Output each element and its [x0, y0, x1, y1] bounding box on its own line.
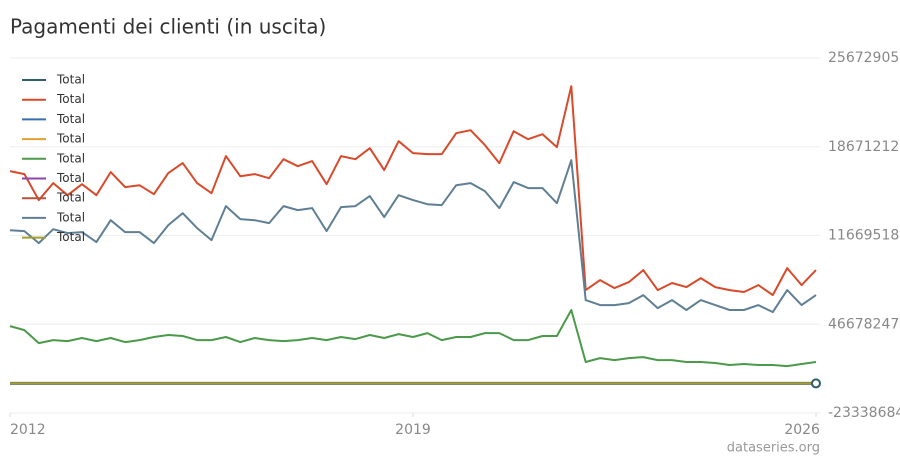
y-tick-label: 256729058	[828, 50, 900, 66]
x-tick-label: 2012	[10, 422, 46, 438]
y-tick-label: 186712121	[828, 139, 900, 155]
x-tick-label: 2026	[784, 422, 820, 438]
legend-label: Total	[56, 132, 85, 146]
legend-label: Total	[56, 171, 85, 185]
legend-label: Total	[56, 73, 85, 87]
x-tick-label: 2019	[395, 422, 431, 438]
y-tick-label: 116695184	[828, 228, 900, 244]
legend-label: Total	[56, 112, 85, 126]
series-line	[9, 159, 817, 314]
series-line	[9, 309, 817, 368]
series-line	[9, 85, 817, 297]
legend-label: Total	[56, 191, 85, 205]
legend-label: Total	[56, 230, 85, 244]
chart-title: Pagamenti dei clienti (in uscita)	[10, 15, 326, 39]
end-marker	[810, 378, 821, 389]
legend-label: Total	[56, 92, 85, 106]
y-tick-label: 46678247	[828, 316, 899, 332]
y-tick-label: -23338684	[828, 405, 900, 421]
legend-label: Total	[56, 151, 85, 165]
source: dataseries.org	[727, 441, 820, 456]
legend-label: Total	[56, 210, 85, 224]
